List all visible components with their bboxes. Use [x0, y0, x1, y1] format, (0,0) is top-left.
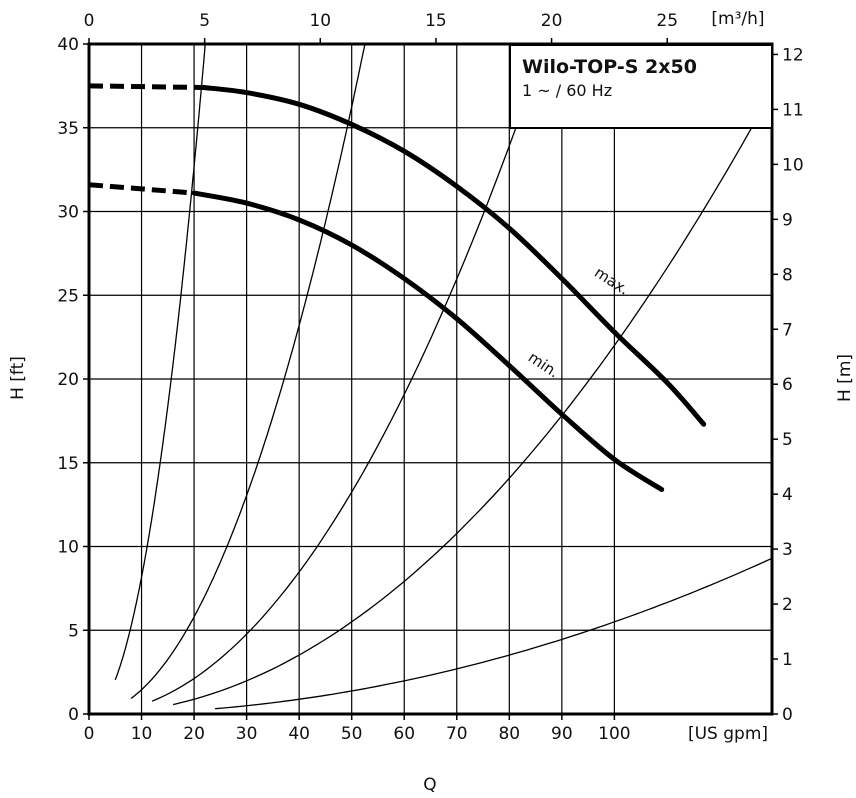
bottom-tick-label: 10: [131, 724, 153, 744]
left-tick-label: 30: [57, 203, 79, 223]
top-tick-label: 0: [84, 11, 95, 31]
system-curve: [215, 557, 773, 710]
bottom-x-unit: [US gpm]: [688, 724, 768, 744]
bottom-tick-label: 90: [551, 724, 573, 744]
right-tick-label: 3: [782, 540, 793, 560]
curve-labels: max. min.: [525, 263, 633, 381]
left-tick-label: 15: [57, 454, 79, 474]
right-tick-label: 12: [782, 45, 804, 65]
system-curve: [172, 90, 773, 706]
legend-title: Wilo-TOP-S 2x50: [522, 56, 697, 78]
pump-curve-min-dashed: [88, 182, 195, 196]
right-tick-label: 9: [782, 210, 793, 230]
bottom-tick-label: 80: [498, 724, 520, 744]
left-tick-label: 40: [57, 35, 79, 55]
top-tick-label: 20: [541, 11, 563, 31]
legend-box-frame: [509, 44, 773, 129]
legend-box: Wilo-TOP-S 2x50 1 ~ / 60 Hz: [509, 44, 773, 129]
right-tick-label: 7: [782, 320, 793, 340]
top-tick-label: 25: [656, 11, 678, 31]
pump-curve-max-dashed: [88, 83, 205, 91]
right-tick-label: 6: [782, 375, 793, 395]
bottom-tick-label: 50: [341, 724, 363, 744]
top-tick-label: 10: [309, 11, 331, 31]
top-x-unit: [m³/h]: [711, 9, 764, 29]
left-y-axis-title: H [ft]: [8, 356, 28, 400]
right-tick-label: 4: [782, 485, 793, 505]
top-tick-label: 5: [199, 11, 210, 31]
bottom-x-ticks: 0 10 20 30 40 50 60 70 80 90 100: [84, 714, 631, 744]
curve-label-max: max.: [591, 263, 632, 298]
right-tick-label: 2: [782, 595, 793, 615]
bottom-tick-label: 0: [84, 724, 95, 744]
bottom-tick-label: 40: [288, 724, 310, 744]
right-tick-label: 11: [782, 100, 804, 120]
left-tick-label: 5: [68, 621, 79, 641]
left-tick-label: 25: [57, 286, 79, 306]
pump-curve-min: [191, 190, 665, 492]
system-curve: [114, 43, 206, 681]
series-layer: [88, 83, 707, 492]
bottom-tick-label: 100: [598, 724, 630, 744]
bottom-tick-label: 70: [446, 724, 468, 744]
right-tick-label: 1: [782, 650, 793, 670]
left-tick-label: 0: [68, 705, 79, 725]
top-x-ticks: 0 5 10 15 20 25: [84, 11, 678, 44]
legend-subtitle: 1 ~ / 60 Hz: [522, 81, 612, 100]
right-tick-label: 10: [782, 155, 804, 175]
right-y-axis-title: H [m]: [835, 354, 855, 402]
x-axis-title: Q: [423, 775, 436, 795]
bottom-tick-label: 20: [183, 724, 205, 744]
left-tick-label: 20: [57, 370, 79, 390]
right-tick-label: 0: [782, 705, 793, 725]
right-tick-label: 8: [782, 265, 793, 285]
curve-label-min: min.: [525, 348, 562, 381]
system-curve: [130, 43, 366, 700]
grid: [88, 43, 772, 715]
bottom-tick-label: 30: [236, 724, 258, 744]
pump-curve-max: [202, 85, 707, 427]
left-y-ticks: 0 5 10 15 20 25 30 35 40: [57, 35, 89, 725]
bottom-tick-label: 60: [393, 724, 415, 744]
top-tick-label: 15: [425, 11, 447, 31]
left-tick-label: 35: [57, 119, 79, 139]
system-curve: [151, 43, 547, 702]
left-tick-label: 10: [57, 538, 79, 558]
system-curves: [114, 43, 773, 710]
right-tick-label: 5: [782, 430, 793, 450]
